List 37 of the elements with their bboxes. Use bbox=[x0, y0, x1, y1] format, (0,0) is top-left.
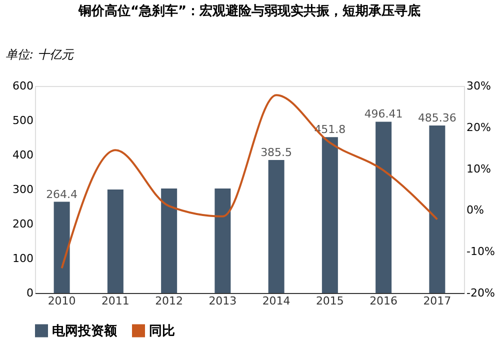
y-tick-label: 200 bbox=[12, 218, 34, 230]
x-tick-label: 2017 bbox=[423, 294, 452, 308]
legend-label: 同比 bbox=[149, 324, 175, 339]
y2-tick-label: 20% bbox=[466, 120, 491, 134]
bar bbox=[54, 202, 70, 293]
y-tick-label: 400 bbox=[12, 148, 34, 162]
x-tick-label: 2010 bbox=[48, 294, 76, 308]
data-label: 496.41 bbox=[364, 108, 403, 121]
y2-tick-label: 0% bbox=[466, 204, 484, 217]
y2-tick-label: -20% bbox=[466, 286, 495, 300]
y-tick-label: 100 bbox=[12, 252, 34, 265]
x-tick-label: 2013 bbox=[208, 294, 237, 308]
y2-tick-label: -10% bbox=[466, 245, 495, 258]
bar bbox=[107, 190, 124, 293]
y-tick-label: 500 bbox=[12, 114, 34, 127]
data-label: 264.4 bbox=[46, 188, 78, 201]
y-tick-label: 300 bbox=[12, 183, 34, 196]
bar bbox=[161, 188, 178, 293]
y-axis-title: 单位: 十亿元 bbox=[6, 48, 74, 62]
x-tick-label: 2012 bbox=[155, 294, 184, 308]
bar bbox=[429, 126, 446, 293]
bar bbox=[322, 137, 338, 293]
x-tick-label: 2016 bbox=[370, 294, 398, 308]
legend-label: 电网投资额 bbox=[52, 322, 118, 339]
bar bbox=[268, 160, 284, 293]
chart-title: 铜价高位“急刹车”：宏观避险与弱现实共振，短期承压寻底 bbox=[77, 3, 421, 19]
data-label: 485.36 bbox=[418, 112, 456, 125]
y-tick-label: 0 bbox=[26, 286, 34, 300]
y2-tick-label: 10% bbox=[466, 162, 491, 176]
y-tick-label: 600 bbox=[12, 80, 34, 92]
x-tick-label: 2011 bbox=[101, 294, 130, 308]
bar bbox=[376, 122, 392, 293]
y2-tick-label: 30% bbox=[466, 80, 491, 92]
data-label: 385.5 bbox=[260, 146, 292, 160]
x-tick-label: 2014 bbox=[262, 294, 290, 308]
x-tick-label: 2015 bbox=[316, 294, 344, 308]
bar bbox=[214, 188, 231, 293]
